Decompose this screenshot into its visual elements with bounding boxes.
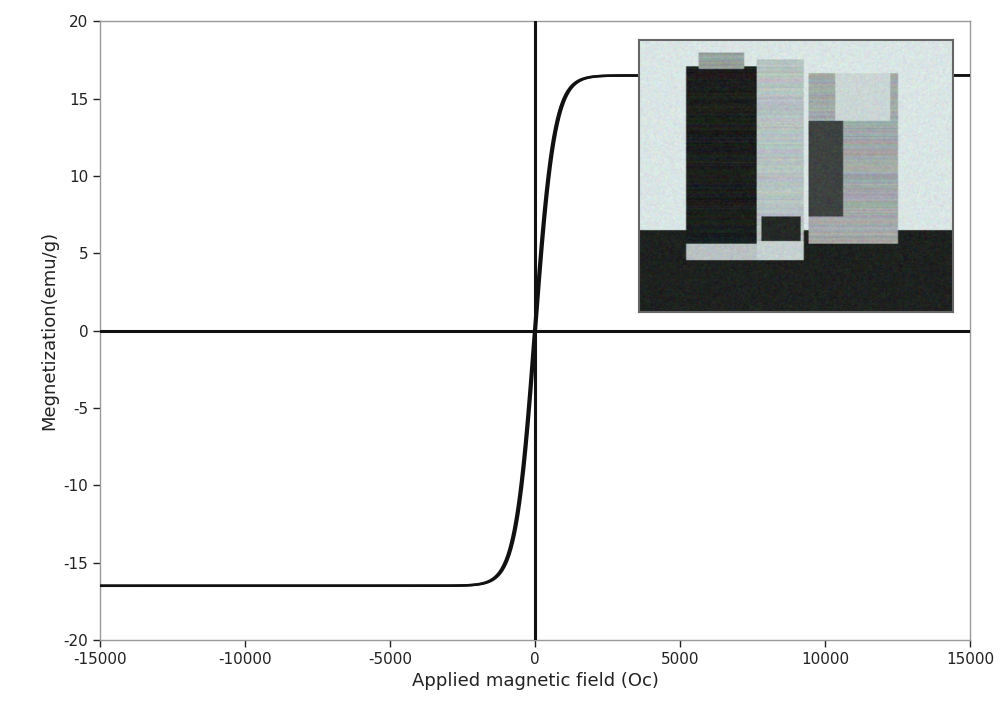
Y-axis label: Megnetization(emu/g): Megnetization(emu/g) [40, 231, 58, 430]
X-axis label: Applied magnetic field (Oc): Applied magnetic field (Oc) [412, 673, 658, 690]
